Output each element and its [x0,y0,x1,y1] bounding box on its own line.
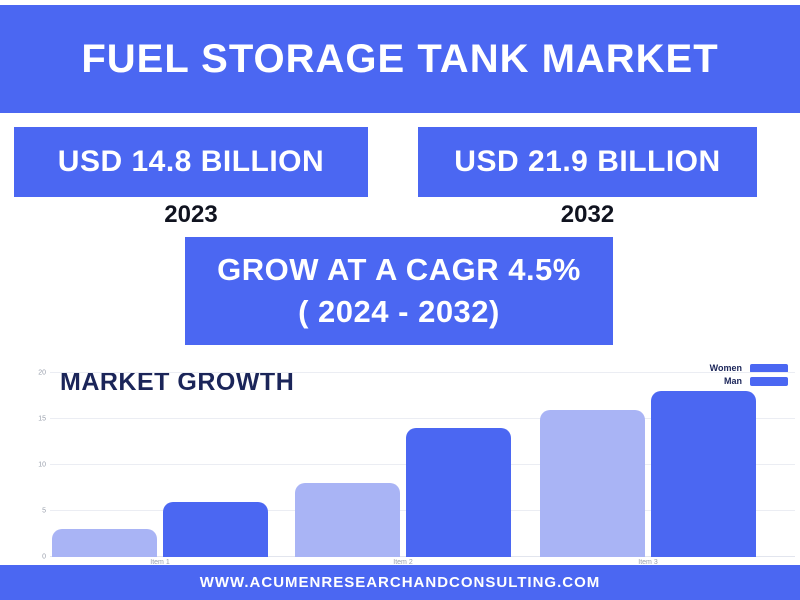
x-axis-label-2: Item 2 [393,559,413,566]
header-banner: FUEL STORAGE TANK MARKET [0,5,800,113]
bar-women-3 [540,409,645,557]
footer-bar: WWW.ACUMENRESEARCHANDCONSULTING.COM [0,565,800,600]
stat-box-2032: USD 21.9 BILLION [418,127,757,197]
bar-group-2 [295,428,511,557]
legend-item-man: Man [710,376,788,386]
bar-group-3 [540,391,756,557]
bar-women-2 [295,483,400,557]
stat-box-2023: USD 14.8 BILLION [14,127,368,197]
bar-man-3 [651,391,756,557]
y-tick-label-0: 0 [42,553,46,561]
page-title: FUEL STORAGE TANK MARKET [81,36,719,81]
x-axis-label-1: Item 1 [150,559,170,566]
legend-label-man: Man [724,376,742,386]
chart-plot-area: 0 5 10 15 20 Item 1 Item 2 Item 3 [38,370,795,566]
bar-man-2 [406,428,511,557]
cagr-box: GROW AT A CAGR 4.5% ( 2024 - 2032) [185,237,613,345]
year-label-2032: 2032 [560,201,615,228]
y-tick-label-10: 10 [38,461,46,469]
year-label-2023: 2023 [164,201,218,228]
gridline-15 [50,418,795,419]
x-axis-label-3: Item 3 [638,559,658,566]
bar-man-1 [163,501,268,557]
y-tick-label-5: 5 [42,507,46,515]
stat-value-2023: USD 14.8 BILLION [57,145,325,178]
bar-women-1 [52,529,157,557]
cagr-line2: ( 2024 - 2032) [298,294,500,329]
bar-group-1 [52,501,268,557]
legend-item-women: Women [710,363,788,373]
stat-value-2032: USD 21.9 BILLION [454,145,721,178]
gridline-20 [50,372,795,373]
chart-legend: Women Man [710,363,788,386]
y-tick-label-15: 15 [38,415,46,423]
market-growth-chart: MARKET GROWTH Women Man 0 5 10 15 20 Item 1 Ite… [0,358,800,566]
footer-url: WWW.ACUMENRESEARCHANDCONSULTING.COM [199,574,601,591]
legend-swatch-man [750,376,788,386]
legend-swatch-women [750,363,788,373]
cagr-line1: GROW AT A CAGR 4.5% [217,252,581,288]
legend-label-women: Women [709,363,742,373]
y-tick-label-20: 20 [38,369,46,377]
